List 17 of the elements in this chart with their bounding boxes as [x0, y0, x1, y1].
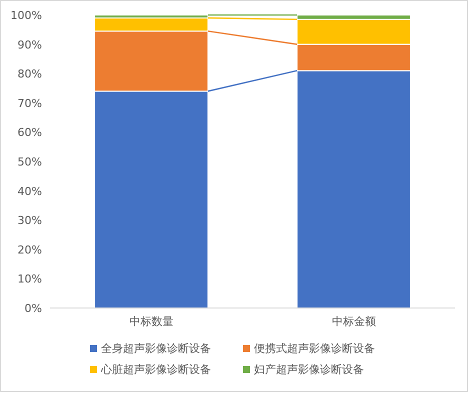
y-tick-label: 30%	[18, 214, 42, 228]
x-tick-label: 中标数量	[129, 315, 174, 328]
y-tick-label: 80%	[18, 68, 42, 81]
y-tick-label: 70%	[18, 96, 42, 110]
legend-label: 心脏超声影像诊断设备	[100, 363, 211, 376]
legend-label: 全身超声影像诊断设备	[101, 342, 211, 355]
y-tick-label: 10%	[18, 272, 42, 286]
y-tick-label: 0%	[24, 302, 42, 315]
y-tick-label: 60%	[18, 126, 42, 140]
y-tick-label: 90%	[18, 38, 42, 52]
legend-label: 妇产超声影像诊断设备	[254, 363, 364, 376]
legend-label: 便携式超声影像诊断设备	[254, 342, 375, 355]
y-tick-label: 40%	[18, 184, 42, 198]
x-tick-label: 中标金额	[332, 315, 376, 328]
y-tick-label: 50%	[18, 156, 42, 168]
y-tick-label: 100%	[10, 9, 42, 22]
y-tick-label: 20%	[18, 243, 42, 256]
